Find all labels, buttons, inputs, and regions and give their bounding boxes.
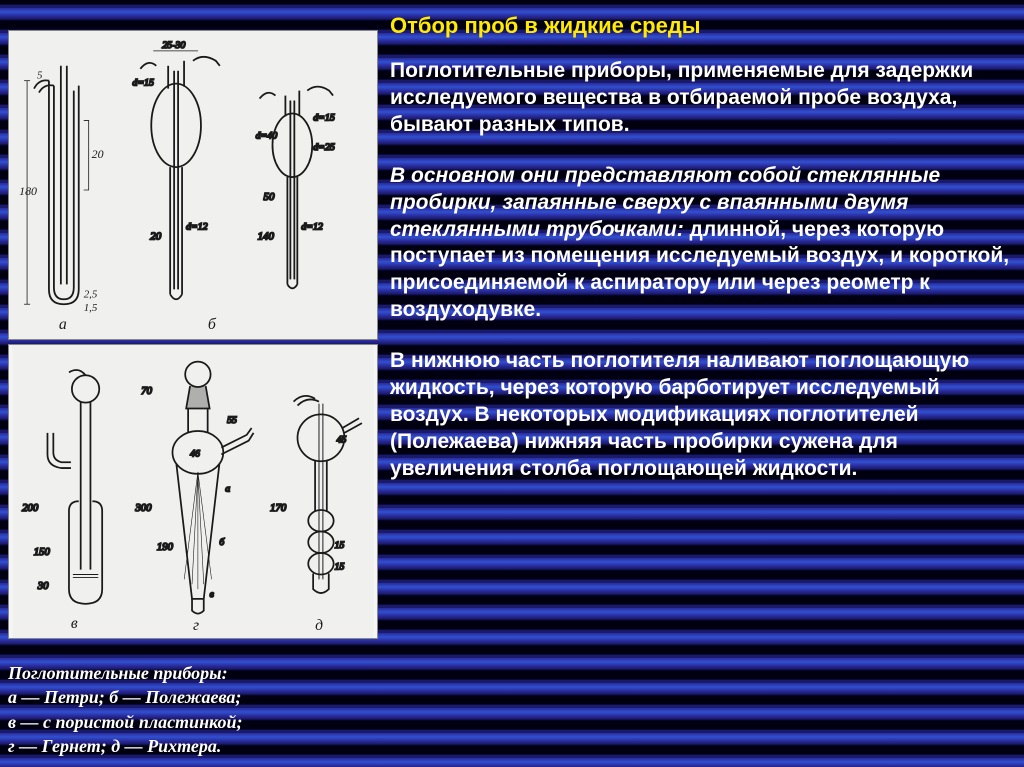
diagram-bottom: 200 150 30 в: [8, 344, 378, 639]
svg-text:45: 45: [337, 435, 347, 446]
svg-text:70: 70: [141, 385, 152, 397]
diagram-caption: Поглотительные приборы: а — Петри; б — П…: [8, 661, 378, 758]
svg-text:20: 20: [92, 147, 104, 161]
text-column: Отбор проб в жидкие среды Поглотительные…: [390, 12, 1010, 506]
paragraph-2: В основном они представляют собой стекля…: [390, 163, 1010, 324]
svg-text:25-30: 25-30: [162, 40, 185, 51]
svg-text:5: 5: [37, 70, 43, 82]
paragraph-1: Поглотительные приборы, применяемые для …: [390, 58, 1010, 139]
svg-text:а: а: [225, 484, 230, 495]
diagram-top: 180 20 5 2,5 1,5 а 25-30 d=15 d=: [8, 30, 378, 340]
svg-text:г: г: [193, 617, 199, 634]
svg-text:d=15: d=15: [313, 112, 335, 123]
svg-text:30: 30: [37, 580, 49, 592]
svg-text:150: 150: [34, 546, 51, 558]
caption-line-c: г — Гернет; д — Рихтера.: [8, 734, 378, 758]
svg-text:d=15: d=15: [132, 78, 154, 89]
svg-text:а: а: [59, 316, 67, 333]
svg-text:55: 55: [227, 415, 237, 426]
page-title: Отбор проб в жидкие среды: [390, 12, 1010, 40]
svg-text:д: д: [315, 617, 323, 634]
svg-text:б: б: [208, 316, 217, 333]
svg-text:d=25: d=25: [313, 142, 335, 153]
svg-text:200: 200: [22, 502, 39, 514]
svg-text:в: в: [71, 615, 78, 632]
svg-text:180: 180: [19, 184, 37, 198]
svg-text:15: 15: [335, 540, 345, 551]
caption-line-a: а — Петри; б — Полежаева;: [8, 685, 378, 709]
svg-text:2,5: 2,5: [84, 288, 98, 300]
svg-text:170: 170: [270, 502, 287, 514]
svg-text:d=40: d=40: [256, 130, 278, 141]
svg-text:d=12: d=12: [301, 222, 323, 233]
svg-text:50: 50: [264, 191, 275, 203]
caption-head: Поглотительные приборы:: [8, 661, 378, 685]
svg-text:15: 15: [335, 562, 345, 573]
svg-text:190: 190: [157, 541, 174, 553]
svg-text:1,5: 1,5: [84, 302, 98, 314]
svg-text:300: 300: [134, 502, 152, 514]
svg-text:140: 140: [258, 231, 275, 243]
paragraph-3: В нижнюю часть поглотителя наливают погл…: [390, 348, 1010, 482]
svg-text:20: 20: [150, 231, 161, 243]
svg-text:46: 46: [190, 448, 200, 459]
svg-text:d=12: d=12: [186, 222, 208, 233]
caption-line-b: в — с пористой пластинкой;: [8, 710, 378, 734]
